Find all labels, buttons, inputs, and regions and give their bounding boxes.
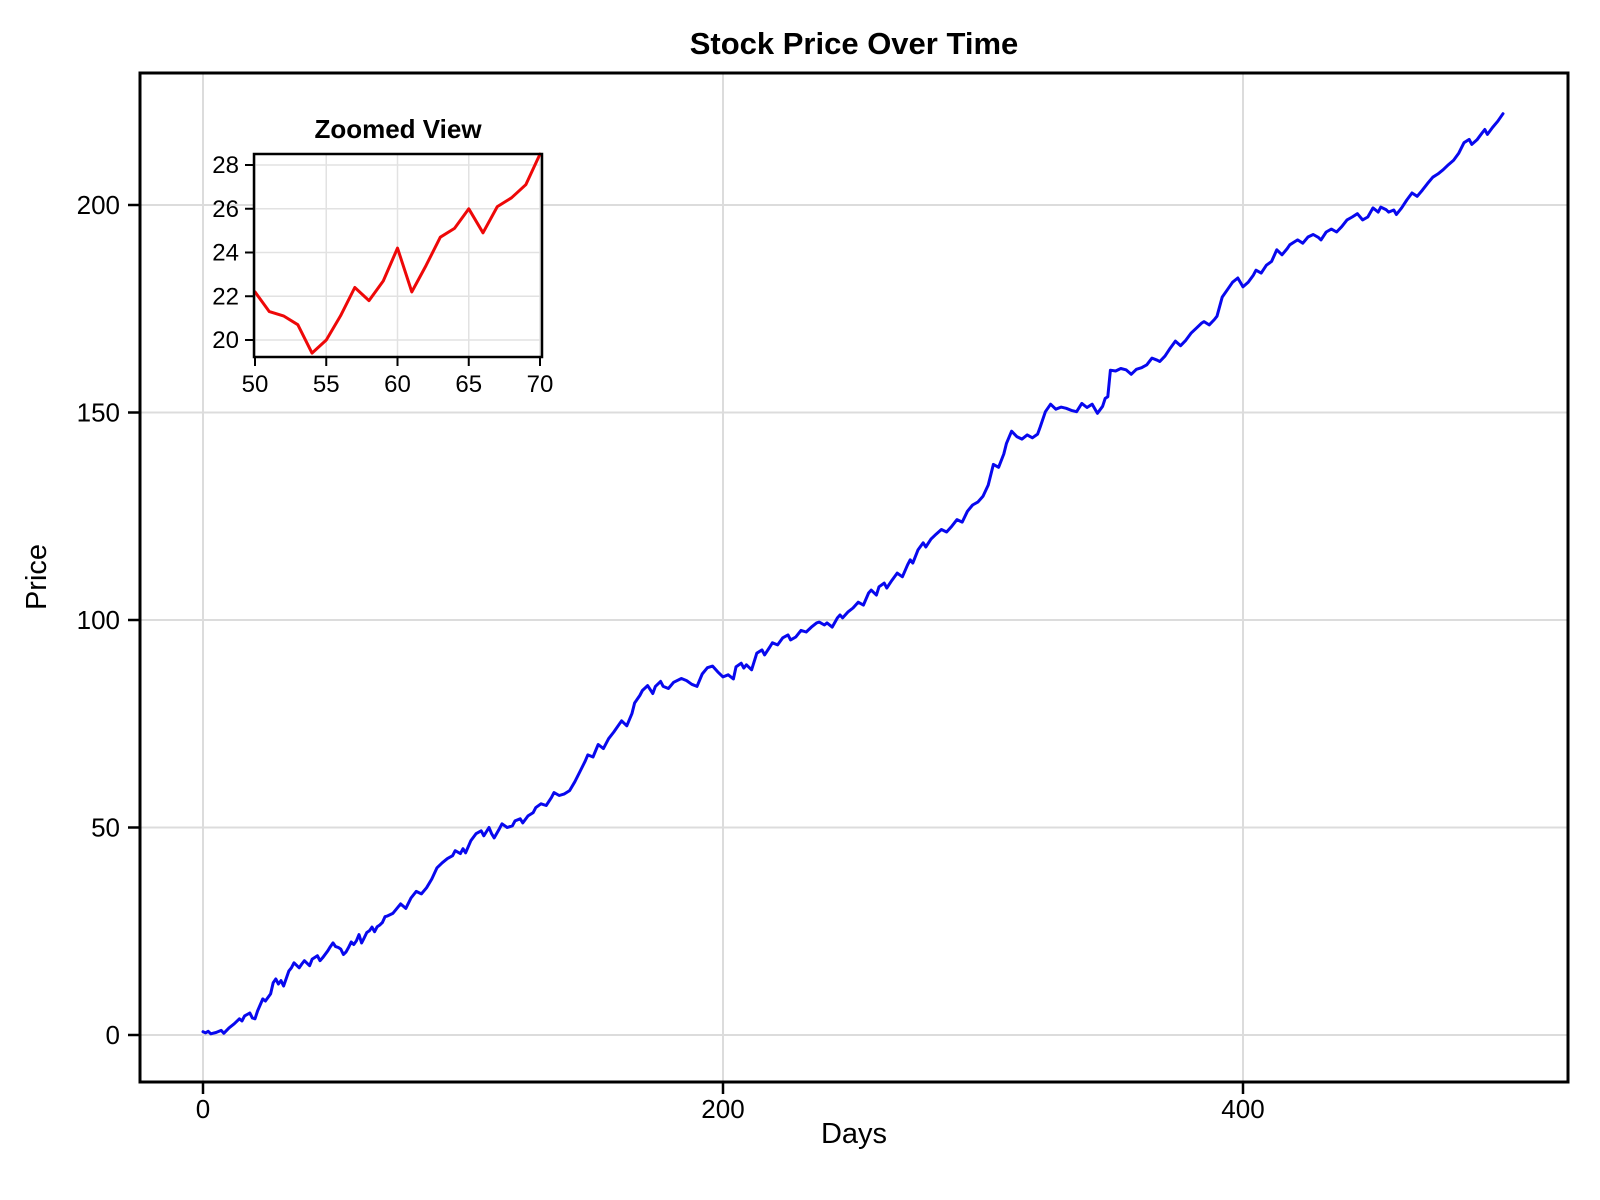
y-tick-label: 150 [77,398,120,428]
inset-tick-marks [245,164,541,366]
inset-x-tick-label: 55 [313,371,340,398]
inset-y-tick-label: 24 [212,240,239,267]
inset-x-tick-label: 65 [455,371,482,398]
y-tick-label: 50 [91,813,120,843]
x-tick-label: 200 [701,1094,744,1124]
x-tick-label: 400 [1221,1094,1264,1124]
x-axis-label: Days [821,1118,887,1150]
price-line [201,112,1505,1036]
x-tick-label: 0 [196,1094,210,1124]
main-plot-frame [138,71,1570,1084]
inset-tick-labels: 50 55 60 65 70 20 22 24 26 28 [212,152,553,398]
zoomed-price-line [253,152,542,355]
inset-x-tick-label: 50 [242,371,269,398]
main-tick-labels: 0 200 400 0 50 100 150 200 [77,190,1265,1124]
main-gridlines [140,73,1568,1082]
inset-y-tick-label: 20 [212,327,239,354]
inset-y-tick-label: 22 [212,283,239,310]
main-tick-marks [128,203,1245,1094]
chart-title: Stock Price Over Time [690,26,1019,61]
main-series [201,112,1505,1036]
y-axis-label: Price [21,544,53,610]
inset-y-tick-label: 26 [212,196,239,223]
y-tick-label: 0 [106,1020,120,1050]
y-tick-label: 200 [77,190,120,220]
inset-y-tick-label: 28 [212,152,239,179]
inset-x-tick-label: 70 [527,371,554,398]
inset-gridlines [254,154,542,357]
inset-x-tick-label: 60 [384,371,411,398]
inset-title: Zoomed View [314,114,482,144]
inset-series [253,152,542,355]
y-tick-label: 100 [77,605,120,635]
